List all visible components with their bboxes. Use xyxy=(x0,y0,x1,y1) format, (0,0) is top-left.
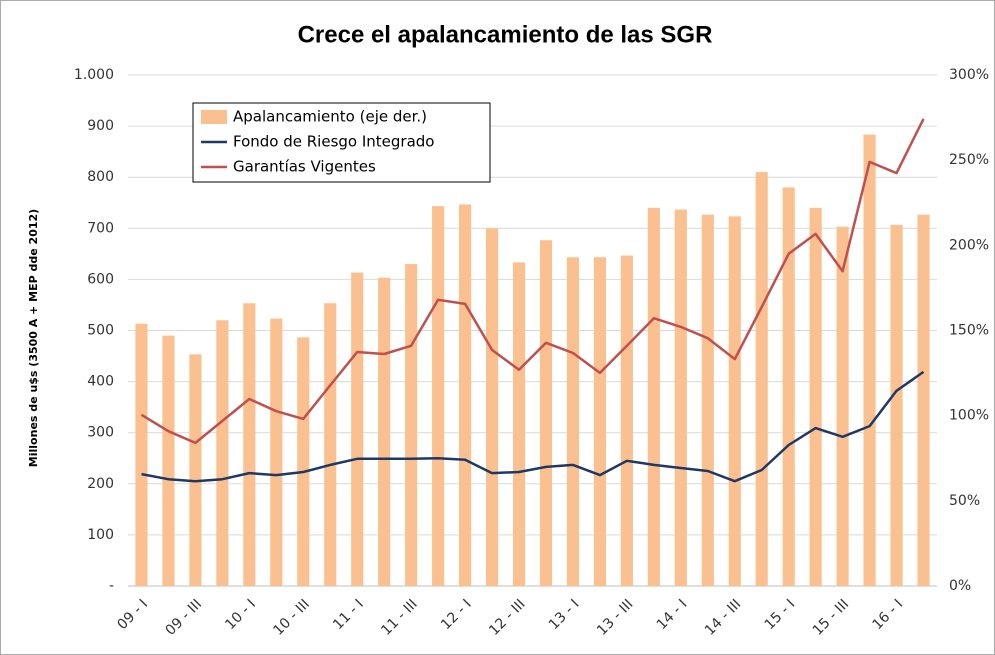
bar xyxy=(216,320,229,586)
y2-tick-label: 100% xyxy=(949,408,989,424)
legend-swatch xyxy=(201,110,227,124)
bar xyxy=(485,228,499,587)
bar xyxy=(135,323,148,586)
legend-box xyxy=(192,102,491,183)
bar xyxy=(836,226,849,586)
legend-label: Apalancamiento (eje der.) xyxy=(233,108,427,126)
y-tick-label: 900 xyxy=(87,118,114,134)
y-tick-label: 200 xyxy=(87,476,114,492)
bar xyxy=(189,354,202,586)
bar xyxy=(297,337,310,586)
y-tick-label: 500 xyxy=(87,323,114,339)
y-tick-label: 800 xyxy=(87,169,114,185)
bar xyxy=(647,207,660,587)
bar xyxy=(512,262,526,586)
y-tick-label: - xyxy=(109,578,114,594)
y-tick-label: 100 xyxy=(87,527,114,543)
y-tick-label: 300 xyxy=(87,425,114,441)
bar xyxy=(917,214,930,586)
y2-tick-label: 300% xyxy=(949,67,989,83)
y-tick-label: 1.000 xyxy=(74,67,114,83)
bar xyxy=(890,224,903,587)
y2-tick-label: 200% xyxy=(949,237,989,253)
bar xyxy=(270,318,283,586)
y2-tick-label: 50% xyxy=(949,493,980,509)
bar xyxy=(324,303,337,586)
y-tick-label: 700 xyxy=(87,220,114,236)
bar xyxy=(566,257,580,586)
chart-title: Crece el apalancamiento de las SGR xyxy=(298,21,713,48)
bar xyxy=(728,216,741,587)
bar xyxy=(674,209,687,586)
bar xyxy=(620,255,633,586)
bar xyxy=(863,134,876,586)
bar xyxy=(539,240,553,586)
bar xyxy=(782,187,795,587)
y-axis-label: Millones de u$s (3500 A + MEP dde 2012) xyxy=(27,209,40,467)
bar xyxy=(809,207,822,587)
bar xyxy=(755,172,768,586)
bar xyxy=(405,264,418,586)
y2-tick-label: 150% xyxy=(949,323,989,339)
line xyxy=(141,370,925,483)
bar xyxy=(162,335,175,586)
bar xyxy=(351,272,364,586)
legend-label: Fondo de Riesgo Integrado xyxy=(233,133,434,151)
bar xyxy=(701,214,714,586)
bar xyxy=(243,303,256,586)
y2-tick-label: 0% xyxy=(949,578,971,594)
legend-label: Garantías Vigentes xyxy=(233,158,376,176)
y2-tick-label: 250% xyxy=(949,152,989,168)
y-tick-label: 600 xyxy=(87,271,114,287)
line xyxy=(140,118,925,445)
bar xyxy=(378,277,391,586)
bar xyxy=(593,257,606,586)
bar xyxy=(432,206,445,586)
bar xyxy=(459,204,472,586)
y-tick-label: 400 xyxy=(87,374,114,390)
